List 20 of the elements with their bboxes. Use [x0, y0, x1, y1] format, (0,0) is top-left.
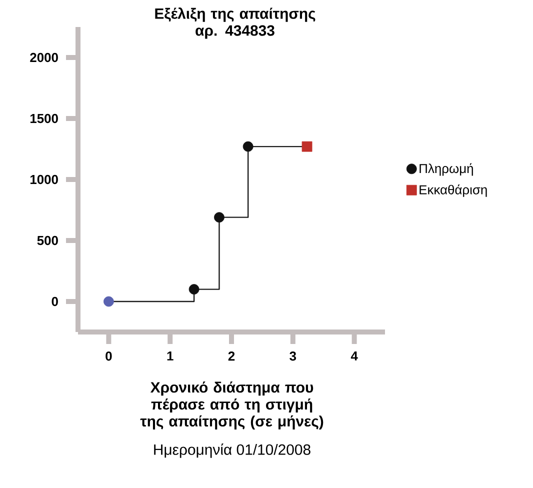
x-axis-title: Χρονικό διάστημα που πέρασε από τη στιγμή της απαίτησης (σε μήνες)	[140, 382, 324, 430]
point	[242, 141, 254, 152]
legend-label: Εκκαθάριση	[420, 184, 487, 197]
point	[302, 141, 312, 152]
x-tick-label: 2	[228, 352, 235, 361]
y-tick-label: 2000	[30, 52, 58, 62]
x-tick-label: 1	[167, 352, 174, 360]
y-tick-label: 0	[52, 296, 58, 306]
legend-label: Πληρωμή	[420, 163, 473, 176]
x-tick-label: 0	[106, 352, 112, 361]
point	[188, 284, 200, 294]
y-tick-label: 1500	[30, 114, 58, 124]
chart-title: Εξέλιξη της απαίτησης αρ. 434833	[155, 8, 316, 39]
x-tick-label: 3	[290, 352, 296, 361]
point	[214, 212, 224, 223]
text: Ημερομηνία 01/10/2008	[154, 444, 310, 458]
y-tick-label: 1000	[30, 174, 58, 184]
point	[104, 296, 114, 307]
y-tick-label: 500	[37, 236, 58, 246]
x-tick-label: 4	[350, 352, 358, 360]
